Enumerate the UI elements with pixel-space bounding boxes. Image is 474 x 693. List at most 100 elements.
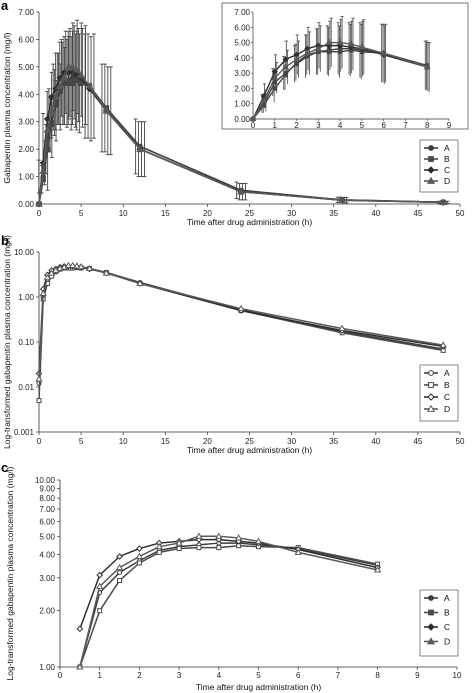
inset-data-point-B [337,49,343,55]
inset-y-tick-label: 5.00 [234,39,250,48]
legend-marker-D [426,637,436,645]
legend-marker-B [428,609,434,616]
y-tick-label: 6.00 [39,517,55,526]
data-point-D [77,71,85,78]
data-point-D [195,532,203,539]
inset-y-tick-label: 1.00 [234,100,250,109]
data-point-B [156,549,162,555]
x-tick-label: 5 [79,209,84,218]
inset-y-tick-label: 6.00 [234,23,250,32]
legend-label-A: A [444,368,450,378]
series-line-C [79,538,378,630]
inset-data-point-D [336,38,344,45]
plot-area [35,261,447,404]
x-tick-label: 15 [161,209,170,218]
x-tick-label: 50 [456,209,465,218]
inset-y-tick-label: 7.00 [234,8,250,17]
inset-x-tick-label: 0 [251,121,256,130]
inset-data-point-D [325,38,333,45]
legend-label-C: C [444,622,450,632]
data-point-D [215,532,223,539]
data-point-D [56,82,64,89]
y-tick-label: 0.00 [18,200,34,209]
inset-data-point-D [380,49,388,56]
data-point-B [97,608,103,614]
data-point-B [36,398,42,404]
x-tick-label: 35 [329,437,338,446]
data-point-D [69,261,77,269]
legend-label-D: D [444,637,450,647]
x-tick-label: 10 [119,437,128,446]
x-tick-label: 5 [256,671,261,680]
legend-label-A: A [444,143,450,153]
y-tick-label: 0.10 [18,338,34,347]
data-point-D [64,261,73,269]
data-point-D [43,273,52,281]
data-point-D [237,304,245,312]
data-point-D [39,289,47,296]
x-axis-label: Time after drug administration (h) [187,217,313,227]
y-axis-label: Log-transformed gabapentin plasma concen… [2,235,12,449]
inset-data-point-D [260,97,268,103]
inset-data-point-B [283,72,288,77]
data-point-D [47,106,56,114]
data-point-D [60,73,69,81]
y-axis-label: Gabapentin plasma concentration (mg/l) [2,32,12,183]
inset-x-tick-label: 7 [403,121,408,130]
x-tick-label: 45 [413,437,422,446]
y-tick-label: 1.00 [18,173,34,182]
data-point-C [76,625,84,633]
inset-x-tick-label: 3 [316,121,321,130]
y-tick-label: 3.00 [18,118,34,127]
data-point-D [77,262,85,270]
data-point-D [115,563,124,571]
data-point-D [68,62,77,70]
x-tick-label: 9 [415,671,420,680]
inset-data-point-D [271,74,279,81]
legend-marker-B [428,156,434,162]
data-point-C [136,545,143,552]
panel-letter-b: b [1,233,9,248]
y-tick-label: 1.00 [18,293,34,302]
legend-label-D: D [444,404,450,414]
legend-label-B: B [444,380,450,390]
legend-marker-A [428,595,434,601]
x-tick-label: 10 [453,671,462,680]
inset-x-tick-label: 2 [294,121,299,130]
inset-y-tick-label: 3.00 [234,69,250,78]
data-point-A [117,570,123,576]
x-tick-label: 4 [217,671,222,680]
panel-a: a0.001.002.003.004.005.006.007.000 5 10 15 2… [1,0,469,227]
y-tick-label: 4.00 [18,90,34,99]
inset-data-point-D [282,63,290,70]
inset-data-point-D [303,49,311,56]
data-point-D [136,279,144,286]
inset-data-point-D [358,43,366,50]
series-line-D [38,264,444,380]
y-tick-label: 7.00 [18,8,34,17]
legend-box [419,364,459,422]
data-point-D [135,552,144,559]
data-point-B [176,546,182,552]
x-axis-label: Time after drug administration (h) [187,445,313,455]
data-point-D [102,269,111,276]
data-point-B [136,560,142,566]
legend-marker-B [428,382,434,388]
x-tick-label: 20 [203,209,212,218]
inset-data-point-D [347,40,355,47]
y-tick-label: 3.00 [39,574,55,583]
data-point-D [76,663,84,670]
y-tick-label: 9.00 [39,485,55,494]
y-tick-label: 5.00 [18,63,34,72]
x-tick-label: 40 [371,209,380,218]
data-point-D [96,582,104,589]
x-tick-label: 50 [456,437,465,446]
data-point-D [35,199,43,207]
x-tick-label: 5 [79,437,84,446]
legend-marker-C [427,166,435,174]
legend-label-C: C [444,392,450,402]
